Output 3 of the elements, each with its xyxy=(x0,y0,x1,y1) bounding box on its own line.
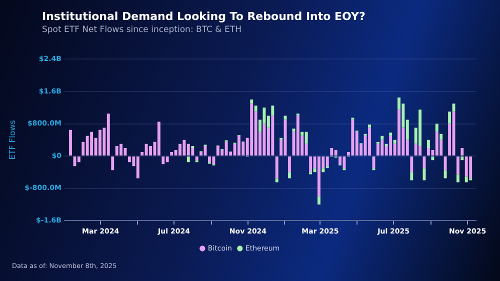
chart-title: Institutional Demand Looking To Rebound Into EOY? xyxy=(42,10,366,23)
chart-subtitle: Spot ETF Net Flows since inception: BTC & ETH xyxy=(42,25,242,35)
y-axis-title: ETF Flows xyxy=(8,120,17,160)
